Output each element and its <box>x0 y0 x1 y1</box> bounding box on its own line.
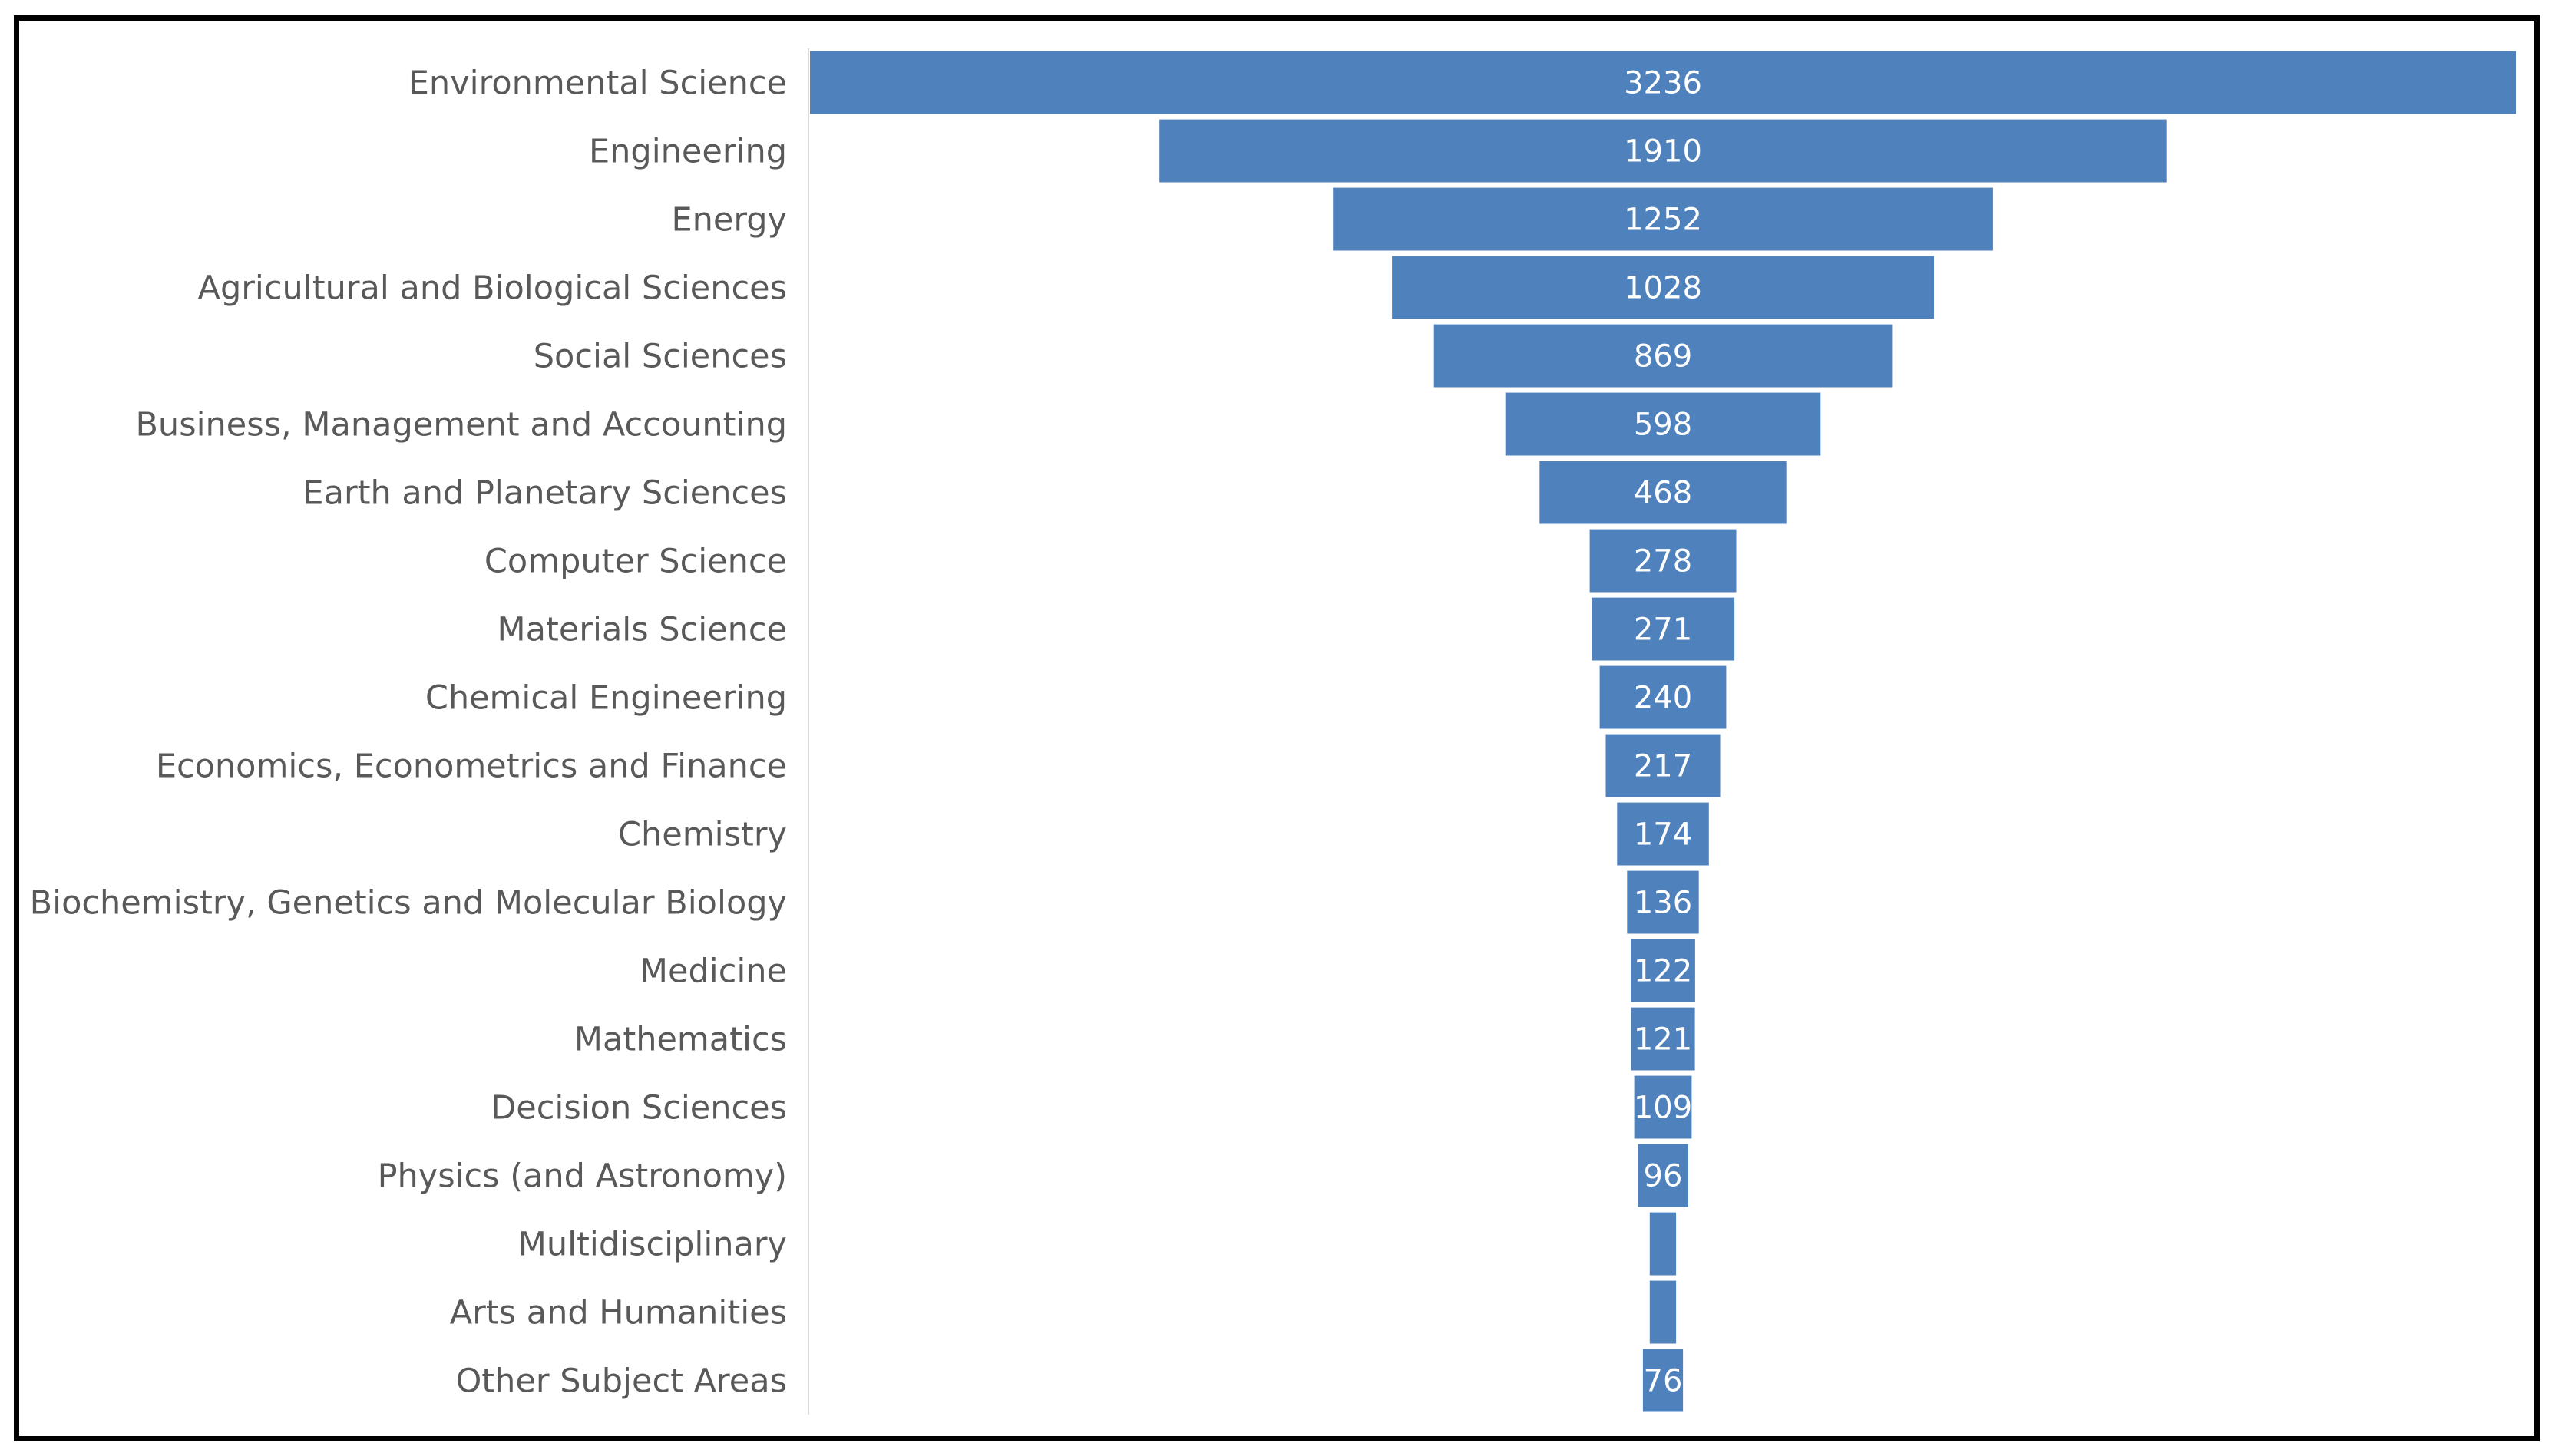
category-label: Social Sciences <box>534 338 787 376</box>
category-label: Agricultural and Biological Sciences <box>198 269 787 308</box>
data-label: 122 <box>1634 954 1692 989</box>
data-label: 217 <box>1634 749 1692 784</box>
category-label: Biochemistry, Genetics and Molecular Bio… <box>30 884 787 923</box>
funnel-bar <box>1638 1144 1688 1207</box>
category-label: Physics (and Astronomy) <box>378 1157 787 1196</box>
data-label: 240 <box>1634 681 1692 716</box>
funnel-bar <box>1649 1280 1677 1344</box>
category-label: Environmental Science <box>408 64 787 103</box>
funnel-bar <box>1505 392 1821 456</box>
category-label: Energy <box>671 201 787 239</box>
category-label: Business, Management and Accounting <box>135 406 787 444</box>
funnel-bar <box>1634 1075 1692 1139</box>
data-label: 109 <box>1634 1091 1692 1126</box>
funnel-bar <box>1589 529 1737 593</box>
category-label: Multidisciplinary <box>518 1226 787 1264</box>
data-label: 1028 <box>1624 271 1702 306</box>
funnel-bar <box>1631 1007 1695 1071</box>
data-label: 96 <box>1644 1159 1683 1194</box>
data-label: 1910 <box>1624 134 1702 170</box>
funnel-bar <box>1642 1349 1684 1412</box>
data-label: 174 <box>1634 817 1692 853</box>
category-label: Arts and Humanities <box>450 1294 787 1332</box>
funnel-bar <box>1649 1212 1677 1276</box>
data-label: 869 <box>1634 339 1692 375</box>
category-label: Earth and Planetary Sciences <box>302 474 787 513</box>
category-label: Medicine <box>640 953 787 991</box>
data-label: 468 <box>1634 476 1692 511</box>
funnel-bar <box>1392 256 1934 319</box>
data-label: 1252 <box>1624 203 1702 238</box>
category-label: Mathematics <box>574 1021 787 1059</box>
data-label: 271 <box>1634 612 1692 648</box>
category-label: Chemical Engineering <box>425 679 787 718</box>
category-label: Materials Science <box>498 611 787 649</box>
data-label: 3236 <box>1624 66 1702 101</box>
funnel-bar <box>1539 461 1787 524</box>
category-label: Decision Sciences <box>491 1089 787 1127</box>
data-label: 76 <box>1644 1364 1683 1399</box>
funnel-chart: Environmental Science 3236 Engineering 1910… <box>30 48 2516 1415</box>
funnel-bar <box>1605 734 1721 797</box>
funnel-bar <box>1617 802 1709 866</box>
data-label: 121 <box>1634 1022 1692 1058</box>
funnel-bar <box>1433 324 1893 388</box>
chart-frame: Environmental Science 3236 Engineering 1910… <box>14 15 2540 1441</box>
data-label: 278 <box>1634 544 1692 579</box>
category-label: Other Subject Areas <box>455 1362 787 1401</box>
data-label: 136 <box>1634 886 1692 921</box>
funnel-bar <box>1631 939 1695 1002</box>
category-label: Economics, Econometrics and Finance <box>156 748 787 786</box>
category-label: Computer Science <box>484 543 787 581</box>
funnel-bar <box>1592 597 1735 661</box>
funnel-bar <box>1627 870 1699 934</box>
data-label: 598 <box>1634 408 1692 443</box>
funnel-bar <box>1333 187 1993 251</box>
category-label: Engineering <box>589 133 787 171</box>
funnel-bar <box>810 51 2516 114</box>
category-label: Chemistry <box>618 816 787 854</box>
funnel-bar <box>1599 665 1727 729</box>
funnel-bar <box>1159 119 2167 183</box>
